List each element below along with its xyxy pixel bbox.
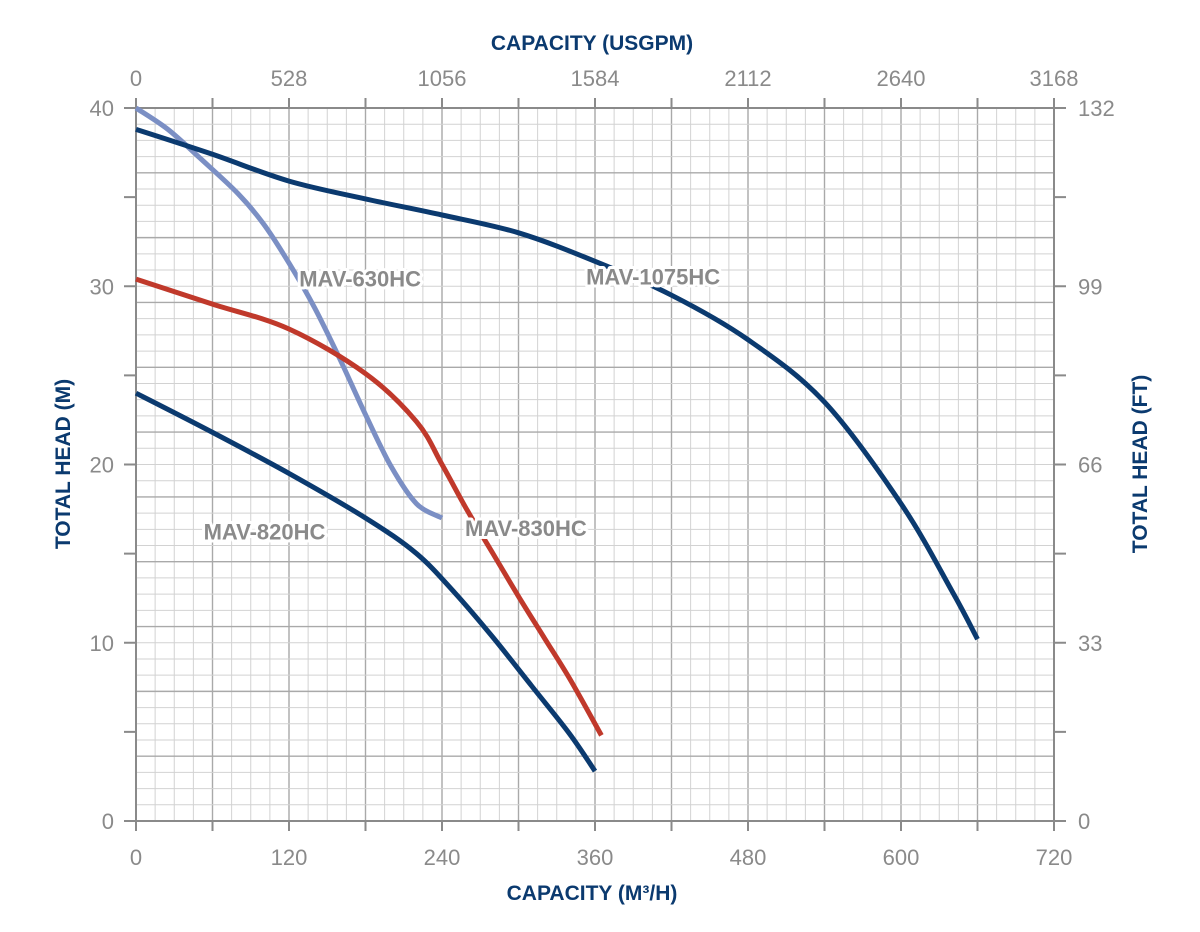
bottom-axis-tick-label: 240: [424, 845, 461, 870]
left-axis-tick-label: 20: [90, 453, 114, 478]
bottom-axis-tick-label: 120: [271, 845, 308, 870]
series-labels: MAV-630HC MAV-830HC MAV-820HC MAV-1075HC: [201, 261, 724, 547]
left-axis-tick-label: 30: [90, 274, 114, 299]
top-axis-tick-label: 3168: [1030, 66, 1079, 91]
bottom-axis-tick-label: 480: [730, 845, 767, 870]
left-axis-title: TOTAL HEAD (M): [52, 379, 75, 549]
left-axis-tick-label: 10: [90, 631, 114, 656]
series-label-mav-630hc: MAV-630HC: [299, 266, 421, 291]
top-axis-tick-label: 528: [271, 66, 308, 91]
grid: [136, 108, 1054, 821]
series-label-mav-820hc: MAV-820HC: [204, 519, 326, 544]
bottom-axis-tick-label: 720: [1036, 845, 1073, 870]
right-axis-title: TOTAL HEAD (FT): [1129, 375, 1152, 553]
series-line-mav-1075hc: [135, 127, 980, 641]
top-axis-tick-label: 2640: [877, 66, 926, 91]
series-line-mav-630hc: [134, 105, 444, 521]
right-axis-tick-label: 132: [1078, 96, 1115, 121]
left-axis-tick-label: 40: [90, 96, 114, 121]
series-line-mav-830hc: [135, 276, 604, 737]
bottom-axis-tick-label: 360: [577, 845, 614, 870]
right-axis-tick-label: 99: [1078, 274, 1102, 299]
left-axis-tick-label: 0: [102, 809, 114, 834]
series-lines: [134, 105, 980, 773]
top-axis-tick-label: 1584: [571, 66, 620, 91]
bottom-axis-tick-label: 0: [130, 845, 142, 870]
top-axis-tick-label: 0: [130, 66, 142, 91]
bottom-axis-title: CAPACITY (M³/H): [507, 882, 678, 905]
bottom-axis-tick-label: 600: [883, 845, 920, 870]
right-axis-tick-label: 66: [1078, 453, 1102, 478]
right-axis-tick-label: 0: [1078, 809, 1090, 834]
right-axis-tick-label: 33: [1078, 631, 1102, 656]
series-label-mav-1075hc: MAV-1075HC: [586, 264, 720, 289]
series-line-mav-820hc: [134, 390, 598, 773]
top-axis-title: CAPACITY (USGPM): [491, 32, 693, 55]
top-axis-tick-label: 2112: [724, 66, 771, 91]
series-label-mav-830hc: MAV-830HC: [465, 516, 587, 541]
top-axis-tick-label: 1056: [418, 66, 467, 91]
